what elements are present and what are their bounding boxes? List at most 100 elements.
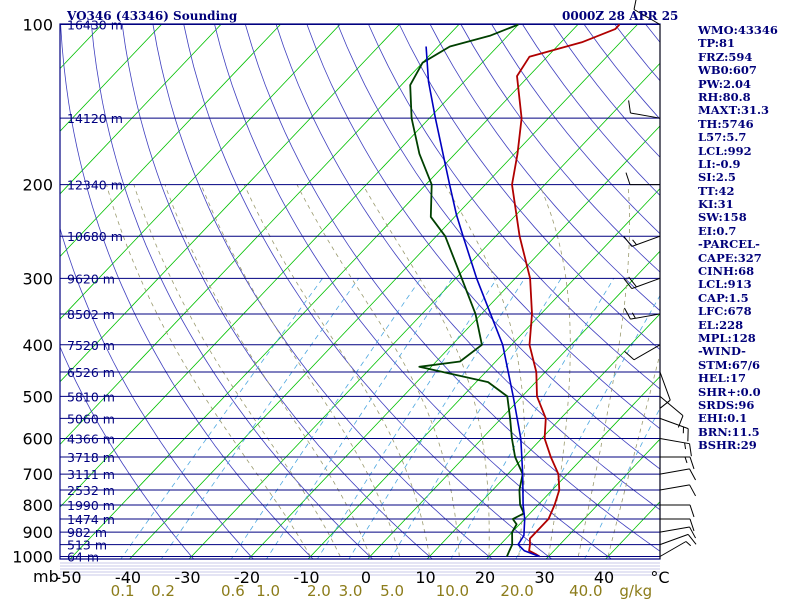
wind-barb-flag — [684, 456, 688, 464]
wind-barb-flag — [628, 276, 637, 288]
isotherm-line — [60, 24, 163, 132]
pressure-tick-label: 1000 — [12, 548, 53, 567]
isotherm-line — [426, 313, 660, 559]
mixing-ratio-label: 40.0 — [569, 582, 602, 600]
height-label: 12340 m — [67, 178, 123, 193]
index-line: EI:0.7 — [698, 223, 737, 238]
index-line: LCL:913 — [698, 277, 752, 292]
wind-barb-staff — [659, 371, 671, 401]
wind-barb — [659, 526, 697, 539]
wind-barb — [623, 276, 661, 290]
index-line: L57:5.7 — [698, 130, 747, 145]
wind-barb-flag — [632, 239, 637, 246]
pressure-tick-label: 800 — [22, 496, 53, 515]
index-line: MAXT:31.3 — [698, 103, 769, 118]
wind-barb — [660, 518, 695, 532]
mixing-ratio-line — [120, 278, 323, 559]
isotherm-line — [545, 438, 660, 559]
wind-barb — [633, 0, 661, 25]
wind-barb-staff — [631, 277, 661, 290]
moist-adiabat-line — [607, 352, 660, 557]
pressure-tick-label: 600 — [22, 430, 53, 449]
station-title: VO346 (43346) Sounding — [67, 9, 238, 23]
moist-adiabat-line — [243, 184, 430, 557]
mixing-ratio-label: 1.0 — [256, 582, 280, 600]
height-label: 16430 m — [67, 18, 123, 33]
wind-barb — [659, 371, 671, 409]
index-line: CAP:1.5 — [698, 290, 749, 305]
wind-barb-flag — [628, 100, 631, 114]
index-line: SHR+:0.0 — [698, 384, 761, 399]
wind-barb — [660, 456, 695, 470]
index-line: EL:228 — [698, 317, 744, 332]
isotherm-line — [188, 62, 660, 559]
wind-barb — [628, 100, 661, 119]
mixing-ratio-line — [515, 294, 660, 559]
isotherm-line — [69, 24, 579, 559]
wind-barb-flag — [633, 0, 637, 10]
height-label: 9620 m — [67, 271, 115, 286]
temperature-tick-label: -10 — [293, 568, 319, 587]
mixing-ratio-unit: g/kg — [619, 582, 652, 600]
isotherm-line — [367, 250, 660, 559]
index-line: LFC:678 — [698, 304, 752, 319]
wind-barb-staff — [659, 526, 690, 533]
mixing-ratio-line — [316, 278, 498, 559]
wind-barb-flag — [689, 526, 697, 539]
isotherm-line — [307, 188, 660, 559]
wind-barb-flag — [623, 236, 633, 247]
isotherm-line — [60, 24, 401, 383]
wind-barb — [659, 541, 692, 557]
wind-barb-flag — [685, 541, 692, 547]
temperature-trace — [511, 24, 621, 558]
index-line: -WIND- — [698, 344, 746, 359]
height-labels: 16430 m 14120 m 12340 m 10680 m 9620 m 8502 m… — [67, 18, 123, 565]
wind-barb — [625, 172, 660, 186]
height-label: 1474 m — [67, 512, 115, 527]
index-line: FRZ:594 — [698, 49, 753, 64]
dry-adiabat-line — [60, 227, 254, 559]
index-line: CINH:68 — [698, 264, 755, 279]
moist-adiabat-line — [164, 184, 371, 557]
pressure-tick-label: 700 — [22, 465, 53, 484]
pressure-tick-label: 300 — [22, 269, 53, 288]
temperature-tick-label: 0 — [361, 568, 371, 587]
temperature-tick-label: 30 — [534, 568, 554, 587]
temperature-tick-label: 10 — [415, 568, 435, 587]
wind-barb-flag — [689, 484, 697, 497]
index-line: LCL:992 — [698, 143, 752, 158]
isotherm-line — [60, 24, 341, 320]
mixing-ratio-label: 0.1 — [111, 582, 135, 600]
wind-barbs — [623, 0, 697, 559]
mixing-ratio-line — [265, 278, 453, 559]
index-line: HEL:17 — [698, 371, 746, 386]
pressure-tick-label: 400 — [22, 336, 53, 355]
index-line: TT:42 — [698, 183, 735, 198]
dewpoint-trace — [409, 24, 525, 557]
height-label: 64 m — [67, 550, 99, 565]
height-label: 5060 m — [67, 411, 115, 426]
wind-barb-flag — [689, 468, 697, 481]
parcel-trace — [425, 46, 540, 558]
wind-barb-flag — [623, 278, 633, 289]
dry-adiabat-line — [90, 24, 374, 559]
temperature-tick-label: °C — [650, 568, 669, 587]
index-line: MPL:128 — [698, 330, 756, 345]
isotherm-line — [60, 24, 282, 258]
sounding-indices-panel: WMO:43346 TP:81 FRZ:594 WB0:607 PW:2.04 RH:80… — [698, 23, 800, 453]
index-line: LI:-0.9 — [698, 156, 741, 171]
wind-barb-staff — [633, 344, 661, 361]
isotherm-line — [60, 24, 222, 195]
sounding-traces — [409, 24, 621, 558]
mixing-ratio-label: 0.6 — [221, 582, 245, 600]
dry-adiabat-line — [60, 345, 195, 559]
plot-border — [59, 23, 661, 560]
wind-barb — [659, 395, 684, 428]
temperature-tick-label: -20 — [234, 568, 260, 587]
wind-barb-staff — [659, 484, 690, 491]
wind-barb — [659, 417, 689, 442]
isotherm-line — [129, 24, 639, 559]
index-line: EHI:0.1 — [698, 411, 748, 426]
isotherm-line — [60, 24, 520, 508]
wind-barb — [659, 437, 692, 457]
